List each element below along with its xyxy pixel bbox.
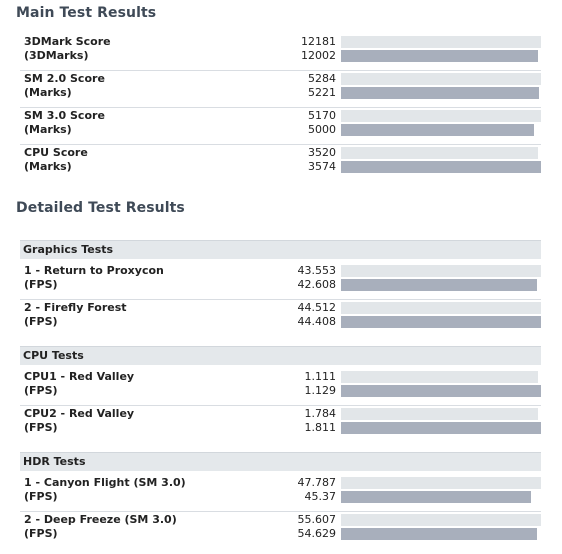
row-unit: (FPS) bbox=[24, 278, 58, 291]
cpu-tests-group: CPU Tests CPU1 - Red Valley (FPS) 1.111 … bbox=[20, 346, 541, 442]
reference-bar bbox=[341, 302, 541, 314]
current-value: 5000 bbox=[308, 123, 336, 136]
reference-bar bbox=[341, 371, 538, 383]
current-value: 1.811 bbox=[304, 421, 337, 434]
current-value: 5221 bbox=[308, 86, 336, 99]
current-value: 42.608 bbox=[297, 278, 337, 291]
group-header-cpu: CPU Tests bbox=[20, 346, 541, 365]
main-results-title: Main Test Results bbox=[16, 5, 157, 21]
current-value: 1.129 bbox=[304, 384, 337, 397]
result-row-cpu: CPU Score (Marks) 3520 3574 bbox=[20, 145, 541, 181]
current-bar bbox=[341, 279, 537, 291]
current-bar bbox=[341, 87, 539, 99]
reference-value: 55.607 bbox=[297, 513, 337, 526]
result-row-3dmark: 3DMark Score (3DMarks) 12181 12002 bbox=[20, 34, 541, 71]
row-label: 1 - Return to Proxycon bbox=[24, 264, 164, 277]
result-row-firefly: 2 - Firefly Forest (FPS) 44.512 44.408 bbox=[20, 300, 541, 336]
row-unit: (FPS) bbox=[24, 315, 58, 328]
row-unit: (FPS) bbox=[24, 421, 58, 434]
row-unit: (3DMarks) bbox=[24, 49, 89, 62]
reference-value: 5284 bbox=[308, 72, 336, 85]
reference-bar bbox=[341, 265, 541, 277]
row-label: 2 - Firefly Forest bbox=[24, 301, 127, 314]
row-label: 3DMark Score bbox=[24, 35, 111, 48]
row-label: 2 - Deep Freeze (SM 3.0) bbox=[24, 513, 177, 526]
current-value: 44.408 bbox=[297, 315, 337, 328]
current-value: 12002 bbox=[301, 49, 336, 62]
reference-value: 1.784 bbox=[304, 407, 337, 420]
row-unit: (FPS) bbox=[24, 384, 58, 397]
current-bar bbox=[341, 385, 541, 397]
reference-value: 47.787 bbox=[297, 476, 337, 489]
current-value: 45.37 bbox=[304, 490, 337, 503]
result-row-proxycon: 1 - Return to Proxycon (FPS) 43.553 42.6… bbox=[20, 263, 541, 300]
result-row-sm30: SM 3.0 Score (Marks) 5170 5000 bbox=[20, 108, 541, 145]
reference-value: 3520 bbox=[308, 146, 336, 159]
current-bar bbox=[341, 491, 531, 503]
reference-value: 5170 bbox=[308, 109, 336, 122]
reference-value: 44.512 bbox=[297, 301, 337, 314]
current-value: 3574 bbox=[308, 160, 336, 173]
group-header-hdr: HDR Tests bbox=[20, 452, 541, 471]
group-header-graphics: Graphics Tests bbox=[20, 240, 541, 259]
row-label: CPU Score bbox=[24, 146, 88, 159]
row-unit: (FPS) bbox=[24, 527, 58, 540]
row-unit: (Marks) bbox=[24, 160, 72, 173]
current-bar bbox=[341, 528, 538, 540]
reference-bar bbox=[341, 147, 538, 159]
row-unit: (Marks) bbox=[24, 123, 72, 136]
detailed-results-title: Detailed Test Results bbox=[16, 200, 185, 216]
reference-bar bbox=[341, 73, 541, 85]
result-row-cpu2: CPU2 - Red Valley (FPS) 1.784 1.811 bbox=[20, 406, 541, 442]
row-label: SM 2.0 Score bbox=[24, 72, 105, 85]
current-bar bbox=[341, 124, 535, 136]
reference-value: 43.553 bbox=[297, 264, 337, 277]
hdr-tests-group: HDR Tests 1 - Canyon Flight (SM 3.0) (FP… bbox=[20, 452, 541, 548]
result-row-deep-freeze: 2 - Deep Freeze (SM 3.0) (FPS) 55.607 54… bbox=[20, 512, 541, 548]
reference-bar bbox=[341, 110, 541, 122]
result-row-cpu1: CPU1 - Red Valley (FPS) 1.111 1.129 bbox=[20, 369, 541, 406]
row-label: CPU2 - Red Valley bbox=[24, 407, 135, 420]
main-results-table: 3DMark Score (3DMarks) 12181 12002 SM 2.… bbox=[20, 34, 541, 181]
result-row-sm20: SM 2.0 Score (Marks) 5284 5221 bbox=[20, 71, 541, 108]
reference-value: 12181 bbox=[301, 35, 336, 48]
row-label: CPU1 - Red Valley bbox=[24, 370, 135, 383]
reference-bar bbox=[341, 36, 541, 48]
current-bar bbox=[341, 161, 541, 173]
reference-value: 1.111 bbox=[304, 370, 337, 383]
result-row-canyon-flight: 1 - Canyon Flight (SM 3.0) (FPS) 47.787 … bbox=[20, 475, 541, 512]
row-unit: (Marks) bbox=[24, 86, 72, 99]
current-bar bbox=[341, 422, 541, 434]
current-bar bbox=[341, 50, 538, 62]
row-label: SM 3.0 Score bbox=[24, 109, 105, 122]
row-label: 1 - Canyon Flight (SM 3.0) bbox=[24, 476, 186, 489]
reference-bar bbox=[341, 514, 541, 526]
current-value: 54.629 bbox=[297, 527, 337, 540]
graphics-tests-group: Graphics Tests 1 - Return to Proxycon (F… bbox=[20, 240, 541, 336]
current-bar bbox=[341, 316, 541, 328]
reference-bar bbox=[341, 477, 541, 489]
reference-bar bbox=[341, 408, 538, 420]
row-unit: (FPS) bbox=[24, 490, 58, 503]
